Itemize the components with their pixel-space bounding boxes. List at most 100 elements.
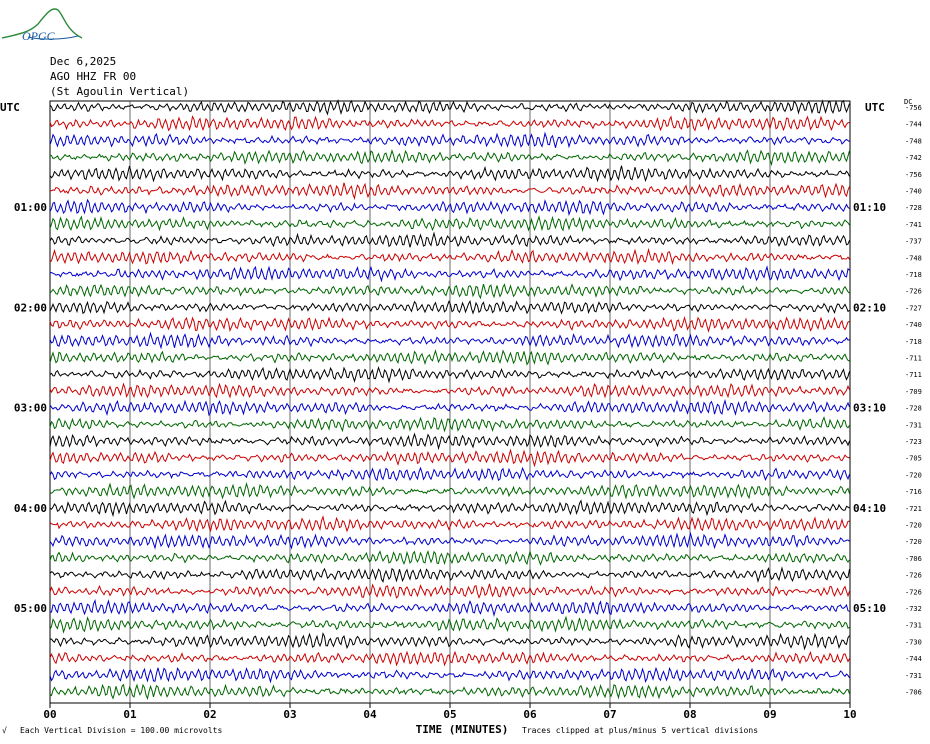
x-tick-label: 07	[603, 708, 616, 721]
logo-text: OPGC	[22, 29, 56, 43]
dc-offset-label: -720	[905, 538, 922, 546]
dc-offset-label: -731	[905, 622, 922, 630]
trace-row-11	[49, 283, 850, 300]
dc-offset-label: -744	[905, 655, 922, 663]
x-tick-label: 10	[843, 708, 856, 721]
dc-offset-label: -720	[905, 471, 922, 479]
dc-offset-label: -756	[905, 104, 922, 112]
dc-offset-label: -721	[905, 505, 922, 513]
trace-row-6	[49, 198, 850, 217]
right-hour-label: 04:10	[853, 502, 886, 515]
x-tick-label: 04	[363, 708, 377, 721]
dc-offset-label: -728	[905, 204, 922, 212]
trace-row-30	[49, 598, 850, 618]
trace-row-15	[49, 349, 850, 366]
trace-row-26	[49, 531, 850, 550]
trace-layer	[49, 99, 850, 701]
dc-offset-label: -706	[905, 555, 922, 563]
label-layer: 00 01 02 03 04 05 06 07 08 09 10 -756 -744 -748 -742 -7…	[0, 98, 922, 736]
right-hour-label: 03:10	[853, 402, 886, 415]
left-hour-label: 05:00	[14, 602, 47, 615]
right-hour-label: 02:10	[853, 301, 886, 314]
dc-offset-label: -711	[905, 371, 922, 379]
vertical-division-note: Each Vertical Division = 100.00 microvol…	[20, 726, 223, 735]
dc-offset-label: -756	[905, 171, 922, 179]
trace-row-9	[49, 247, 850, 266]
trace-row-8	[49, 231, 850, 248]
trace-row-25	[49, 515, 850, 533]
dc-offset-label: -737	[905, 238, 922, 246]
trace-row-34	[49, 666, 850, 684]
trace-row-12	[49, 299, 850, 315]
trace-row-28	[49, 566, 850, 584]
dc-offset-label: -718	[905, 271, 922, 279]
x-tick-label: 05	[443, 708, 456, 721]
dc-offset-label: -718	[905, 338, 922, 346]
dc-offset-label: -720	[905, 522, 922, 530]
trace-row-3	[49, 149, 850, 167]
dc-offset-label: -740	[905, 188, 922, 196]
trace-row-35	[49, 683, 850, 701]
dc-offset-label: -723	[905, 438, 922, 446]
right-hour-label: 05:10	[853, 602, 886, 615]
dc-offset-label: -705	[905, 455, 922, 463]
clip-note: Traces clipped at plus/minus 5 vertical …	[522, 726, 759, 735]
dc-offset-label: -726	[905, 588, 922, 596]
dc-offset-label: -731	[905, 672, 922, 680]
dc-offset-label: -741	[905, 221, 922, 229]
trace-row-13	[49, 315, 850, 333]
right-utc-label: UTC	[865, 101, 885, 114]
x-tick-label: 01	[123, 708, 137, 721]
header-station: AGO HHZ FR 00	[50, 70, 137, 83]
dc-offset-label: -731	[905, 421, 922, 429]
dc-offset-label: -748	[905, 137, 922, 145]
dc-offset-label: -748	[905, 254, 922, 262]
dc-offset-label: -726	[905, 572, 922, 580]
dc-offset-label: -711	[905, 355, 922, 363]
trace-row-18	[49, 398, 850, 417]
x-tick-label: 02	[203, 708, 216, 721]
trace-row-14	[49, 331, 850, 350]
dc-header-label: DC	[904, 98, 912, 106]
trace-row-32	[49, 632, 850, 651]
trace-row-19	[49, 416, 850, 433]
trace-row-4	[49, 165, 850, 183]
trace-row-2	[49, 131, 850, 149]
dc-offset-label: -709	[905, 388, 922, 396]
x-tick-label: 09	[763, 708, 776, 721]
trace-row-21	[49, 448, 850, 468]
header-date: Dec 6,2025	[50, 55, 117, 68]
trace-row-17	[49, 382, 850, 399]
trace-row-31	[49, 615, 850, 634]
dc-offset-label: -726	[905, 288, 922, 296]
x-tick-label: 08	[683, 708, 696, 721]
trace-row-20	[49, 432, 850, 451]
trace-row-22	[49, 466, 850, 482]
trace-row-29	[49, 583, 850, 599]
dc-offset-label: -732	[905, 605, 922, 613]
trace-row-5	[49, 182, 850, 201]
dc-offset-label: -742	[905, 154, 922, 162]
opgc-logo: OPGC	[1, 8, 83, 43]
x-tick-label: 06	[523, 708, 537, 721]
trace-row-16	[49, 365, 850, 384]
dc-offset-label: -740	[905, 321, 922, 329]
left-utc-label: UTC	[0, 101, 20, 114]
x-axis-title: TIME (MINUTES)	[416, 723, 509, 736]
trace-row-7	[49, 215, 850, 233]
trace-row-0	[49, 99, 850, 116]
dc-offset-label: -728	[905, 405, 922, 413]
footer-marker: √	[2, 726, 7, 735]
x-tick-label: 03	[283, 708, 296, 721]
trace-row-27	[49, 549, 850, 566]
dc-offset-label: -744	[905, 121, 922, 129]
left-hour-label: 03:00	[14, 402, 47, 415]
header-location: (St Agoulin Vertical)	[50, 85, 190, 98]
trace-row-23	[49, 481, 850, 500]
dc-offset-label: -706	[905, 689, 922, 697]
dc-offset-label: -730	[905, 638, 922, 646]
trace-row-1	[49, 115, 850, 132]
left-hour-label: 01:00	[14, 201, 47, 214]
